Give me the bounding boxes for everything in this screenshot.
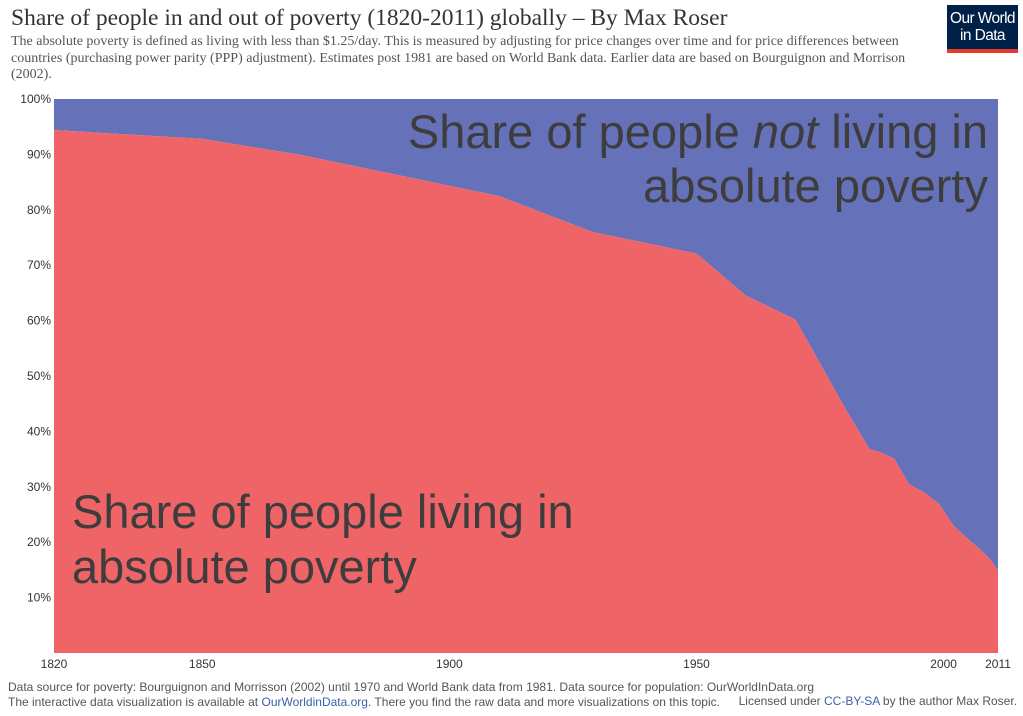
label-in-poverty-line-2: absolute poverty	[72, 540, 417, 593]
chart-subtitle: The absolute poverty is defined as livin…	[11, 34, 906, 82]
ourworldindata-link[interactable]: OurWorldinData.org	[261, 694, 368, 709]
chart-title: Share of people in and out of poverty (1…	[11, 5, 728, 31]
area-in-poverty	[54, 130, 998, 654]
y-tick-label: 70%	[27, 258, 51, 272]
area-not-in-poverty	[54, 99, 998, 572]
label-in-poverty-line-1: Share of people living in	[72, 485, 574, 538]
footer-interactive-line: The interactive data visualization is av…	[8, 695, 814, 710]
cc-by-sa-link[interactable]: CC-BY-SA	[824, 694, 880, 708]
y-tick-label: 10%	[27, 591, 51, 605]
license-text: Licensed under	[738, 694, 825, 708]
y-tick-label: 30%	[27, 480, 51, 494]
y-tick-label: 100%	[20, 92, 51, 106]
x-tick-label: 1820	[41, 657, 68, 671]
x-tick-label: 1900	[436, 657, 463, 671]
license-text: by the author Max Roser.	[879, 694, 1017, 708]
y-tick-label: 50%	[27, 369, 51, 383]
logo-line-2: in Data	[960, 27, 1006, 44]
y-tick-label: 40%	[27, 424, 51, 438]
footer-text: The interactive data visualization is av…	[8, 694, 262, 709]
x-tick-label: 1950	[683, 657, 710, 671]
x-tick-label: 1850	[189, 657, 216, 671]
x-tick-label: 2000	[930, 657, 957, 671]
label-not-in-poverty-line-1: Share of people not living in	[408, 105, 988, 158]
y-tick-label: 90%	[27, 147, 51, 161]
y-tick-label: 60%	[27, 314, 51, 328]
x-tick-label: 2011	[985, 657, 1011, 671]
footer-sources: Data source for poverty: Bourguignon and…	[8, 680, 814, 709]
footer-text: . There you find the raw data and more v…	[367, 694, 720, 709]
footer-source-line: Data source for poverty: Bourguignon and…	[8, 680, 815, 694]
logo-line-1: Our World	[950, 10, 1016, 27]
label-not-in-poverty-line-2: absolute poverty	[643, 159, 988, 212]
footer-license: Licensed under CC-BY-SA by the author Ma…	[739, 694, 1017, 709]
our-world-in-data-logo[interactable]: Our World in Data	[947, 5, 1018, 53]
y-tick-label: 20%	[27, 535, 51, 549]
y-tick-label: 80%	[27, 203, 51, 217]
